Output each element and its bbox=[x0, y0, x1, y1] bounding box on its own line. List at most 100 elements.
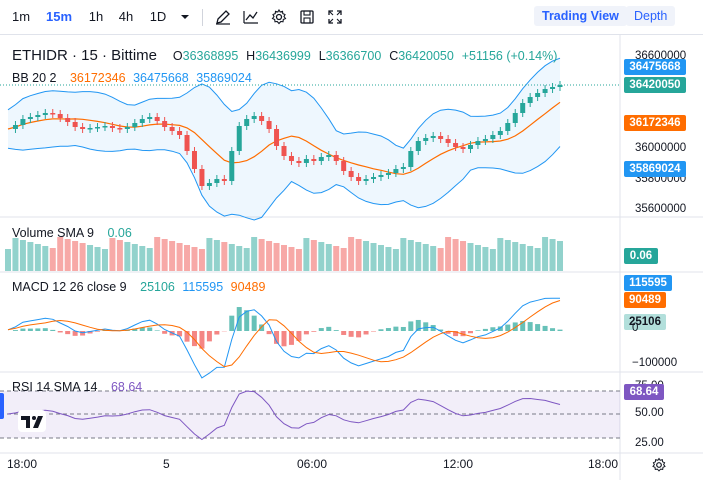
bb-upper-badge: 36475668 bbox=[624, 59, 686, 75]
chart-area[interactable] bbox=[0, 34, 703, 480]
volume-bar bbox=[20, 240, 26, 271]
volume-bar bbox=[132, 244, 138, 271]
candle-body bbox=[356, 177, 361, 181]
macd-histogram-bar bbox=[475, 330, 480, 331]
candle-body bbox=[349, 171, 354, 177]
interval-15m[interactable]: 15m bbox=[44, 8, 74, 26]
chart-toolbar: 1m 15m 1h 4h 1D Trading View Depth bbox=[0, 0, 703, 34]
interval-1d[interactable]: 1D bbox=[146, 8, 170, 26]
volume-bar bbox=[259, 239, 265, 271]
close-label: C bbox=[389, 49, 398, 63]
candle-body bbox=[125, 127, 130, 129]
macd-histogram-bar bbox=[386, 328, 391, 331]
volume-bar bbox=[12, 238, 18, 271]
price-change: +51156 (+0.14%) bbox=[462, 49, 558, 63]
volume-bar bbox=[371, 243, 377, 271]
open-label: O bbox=[173, 49, 183, 63]
macd-histogram-bar bbox=[319, 328, 324, 331]
time-tick: 18:00 bbox=[588, 457, 618, 471]
macd-histogram-bar bbox=[378, 329, 383, 331]
settings-gear-icon[interactable] bbox=[270, 8, 288, 26]
macd-histogram-bar bbox=[334, 330, 339, 331]
volume-name: Volume SMA 9 bbox=[12, 226, 94, 240]
macd-histogram-bar bbox=[364, 331, 369, 334]
macd-histogram-bar bbox=[371, 331, 376, 332]
macd-histogram-bar bbox=[401, 327, 406, 331]
drawing-pencil-icon[interactable] bbox=[214, 8, 232, 26]
volume-bar bbox=[385, 247, 391, 271]
candle-body bbox=[267, 121, 272, 129]
interval-dropdown-icon[interactable] bbox=[176, 8, 194, 26]
bb-basis-badge: 36172346 bbox=[624, 115, 686, 131]
macd-histogram-bar bbox=[95, 331, 100, 332]
indicators-chart-icon[interactable] bbox=[242, 8, 260, 26]
candle-body bbox=[416, 141, 421, 151]
candle-body bbox=[28, 117, 33, 119]
candle-body bbox=[296, 161, 301, 163]
macd-histogram-bar bbox=[483, 329, 488, 331]
candle-body bbox=[199, 169, 204, 186]
depth-tab[interactable]: Depth bbox=[626, 6, 675, 26]
candle-body bbox=[334, 155, 339, 161]
volume-bar bbox=[184, 245, 190, 271]
volume-bar bbox=[453, 239, 459, 271]
macd-name: MACD 12 26 close 9 bbox=[12, 280, 127, 294]
save-snapshot-icon[interactable] bbox=[298, 8, 316, 26]
low-value: 36366700 bbox=[326, 49, 382, 63]
volume-badge: 0.06 bbox=[624, 248, 658, 264]
volume-bar bbox=[191, 247, 197, 271]
macd-histogram-bar bbox=[237, 307, 242, 331]
candle-body bbox=[13, 125, 18, 129]
macd-legend: MACD 12 26 close 9 25106 115595 90489 bbox=[12, 280, 269, 294]
macd-histogram-bar bbox=[35, 328, 40, 331]
candle-body bbox=[468, 145, 473, 149]
fullscreen-icon[interactable] bbox=[326, 8, 344, 26]
volume-bar bbox=[408, 240, 414, 271]
candle-body bbox=[244, 119, 249, 126]
volume-bar bbox=[109, 238, 115, 271]
signal-badge: 90489 bbox=[624, 292, 666, 308]
trading-view-tab[interactable]: Trading View bbox=[534, 6, 627, 26]
axis-settings-gear-icon[interactable] bbox=[650, 456, 668, 474]
candle-body bbox=[214, 179, 219, 183]
candle-body bbox=[155, 117, 160, 121]
macd-tick-zero: 0 bbox=[632, 322, 638, 334]
macd-histogram-bar bbox=[326, 327, 331, 331]
volume-bar bbox=[423, 244, 429, 271]
interval-1m[interactable]: 1m bbox=[8, 8, 34, 26]
volume-bar bbox=[147, 248, 153, 271]
time-tick: 12:00 bbox=[443, 457, 473, 471]
macd-histogram-bar bbox=[528, 322, 533, 331]
volume-bar bbox=[50, 248, 56, 271]
volume-bar bbox=[274, 243, 280, 271]
price-chart-canvas[interactable] bbox=[0, 35, 703, 480]
macd-histogram-bar bbox=[147, 327, 152, 331]
volume-bar bbox=[72, 241, 78, 271]
candle-body bbox=[50, 113, 55, 115]
interval-1h[interactable]: 1h bbox=[84, 8, 108, 26]
volume-bar bbox=[393, 249, 399, 271]
candle-body bbox=[446, 139, 451, 143]
volume-bar bbox=[214, 240, 220, 271]
volume-bar bbox=[65, 239, 71, 271]
volume-legend: Volume SMA 9 0.06 bbox=[12, 226, 136, 240]
candle-body bbox=[43, 113, 48, 115]
macd-hist-value: 25106 bbox=[140, 280, 175, 294]
side-panel-handle[interactable] bbox=[0, 393, 4, 419]
candle-body bbox=[319, 157, 324, 161]
macd-histogram-bar bbox=[155, 330, 160, 331]
candle-body bbox=[401, 167, 406, 169]
volume-bar bbox=[363, 241, 369, 271]
interval-4h[interactable]: 4h bbox=[114, 8, 138, 26]
candle-body bbox=[170, 127, 175, 131]
macd-histogram-bar bbox=[282, 331, 287, 346]
volume-bar bbox=[244, 248, 250, 271]
candle-body bbox=[289, 156, 294, 161]
candle-body bbox=[505, 123, 510, 131]
volume-bar bbox=[512, 242, 518, 271]
volume-value: 0.06 bbox=[107, 226, 131, 240]
volume-bar bbox=[527, 246, 533, 271]
tradingview-logo-icon[interactable] bbox=[18, 410, 46, 432]
volume-bar bbox=[475, 245, 481, 271]
macd-indicator bbox=[8, 298, 563, 378]
